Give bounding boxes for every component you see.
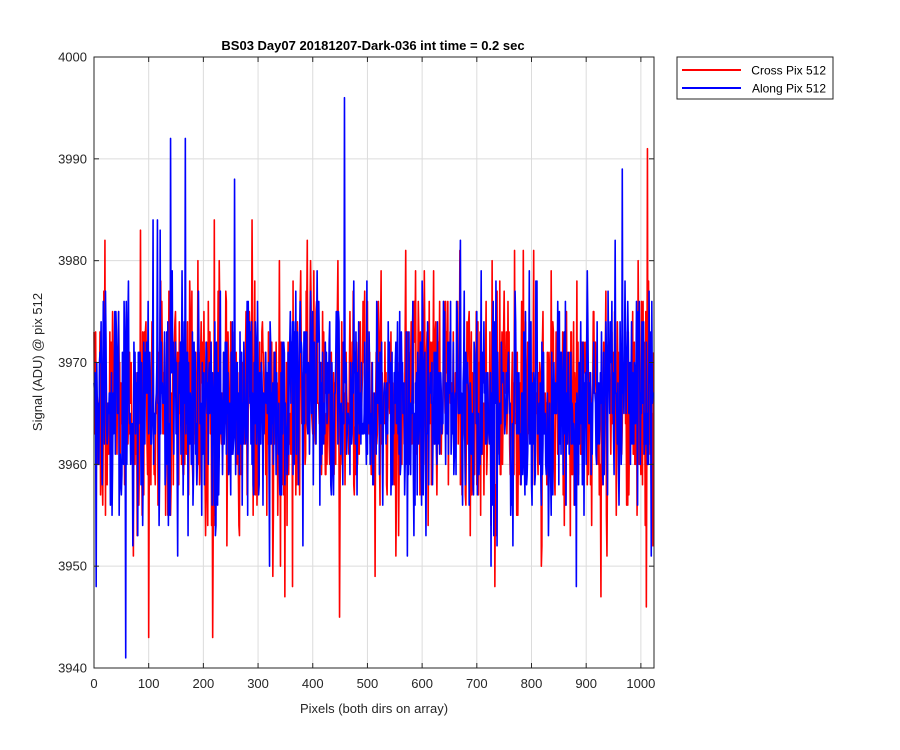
- legend: Cross Pix 512 Along Pix 512: [676, 56, 834, 100]
- y-tick-label: 3990: [58, 151, 87, 166]
- y-tick-label: 3940: [58, 661, 87, 676]
- axis-ticks: [93, 56, 654, 669]
- plot-area: [93, 56, 655, 669]
- x-tick-label: 800: [521, 676, 543, 691]
- y-tick-label: 3950: [58, 559, 87, 574]
- legend-label-cross: Cross Pix 512: [751, 64, 826, 78]
- legend-box: [676, 56, 834, 100]
- chart-title: BS03 Day07 20181207-Dark-036 int time = …: [221, 38, 524, 53]
- series-line-along-pix-512: [93, 96, 654, 659]
- x-tick-label: 300: [247, 676, 269, 691]
- x-axis-label: Pixels (both dirs on array): [300, 701, 448, 716]
- y-tick-label: 3960: [58, 457, 87, 472]
- y-tick-labels: 3940 3950 3960 3970 3980 3990 4000: [58, 50, 87, 676]
- legend-label-along: Along Pix 512: [752, 82, 826, 96]
- series-lines: [93, 96, 655, 659]
- x-tick-label: 100: [138, 676, 160, 691]
- y-tick-label: 3970: [58, 355, 87, 370]
- x-tick-label: 200: [193, 676, 215, 691]
- x-tick-label: 400: [302, 676, 324, 691]
- y-axis-label: Signal (ADU) @ pix 512: [30, 293, 45, 431]
- y-tick-label: 3980: [58, 253, 87, 268]
- x-tick-label: 500: [357, 676, 379, 691]
- x-tick-label: 900: [575, 676, 597, 691]
- x-tick-label: 700: [466, 676, 488, 691]
- x-tick-label: 0: [90, 676, 97, 691]
- x-tick-label: 600: [411, 676, 433, 691]
- y-tick-label: 4000: [58, 50, 87, 65]
- x-tick-label: 1000: [626, 676, 655, 691]
- x-tick-labels: 0 100 200 300 400 500 600 700 800 900 1000: [90, 676, 655, 691]
